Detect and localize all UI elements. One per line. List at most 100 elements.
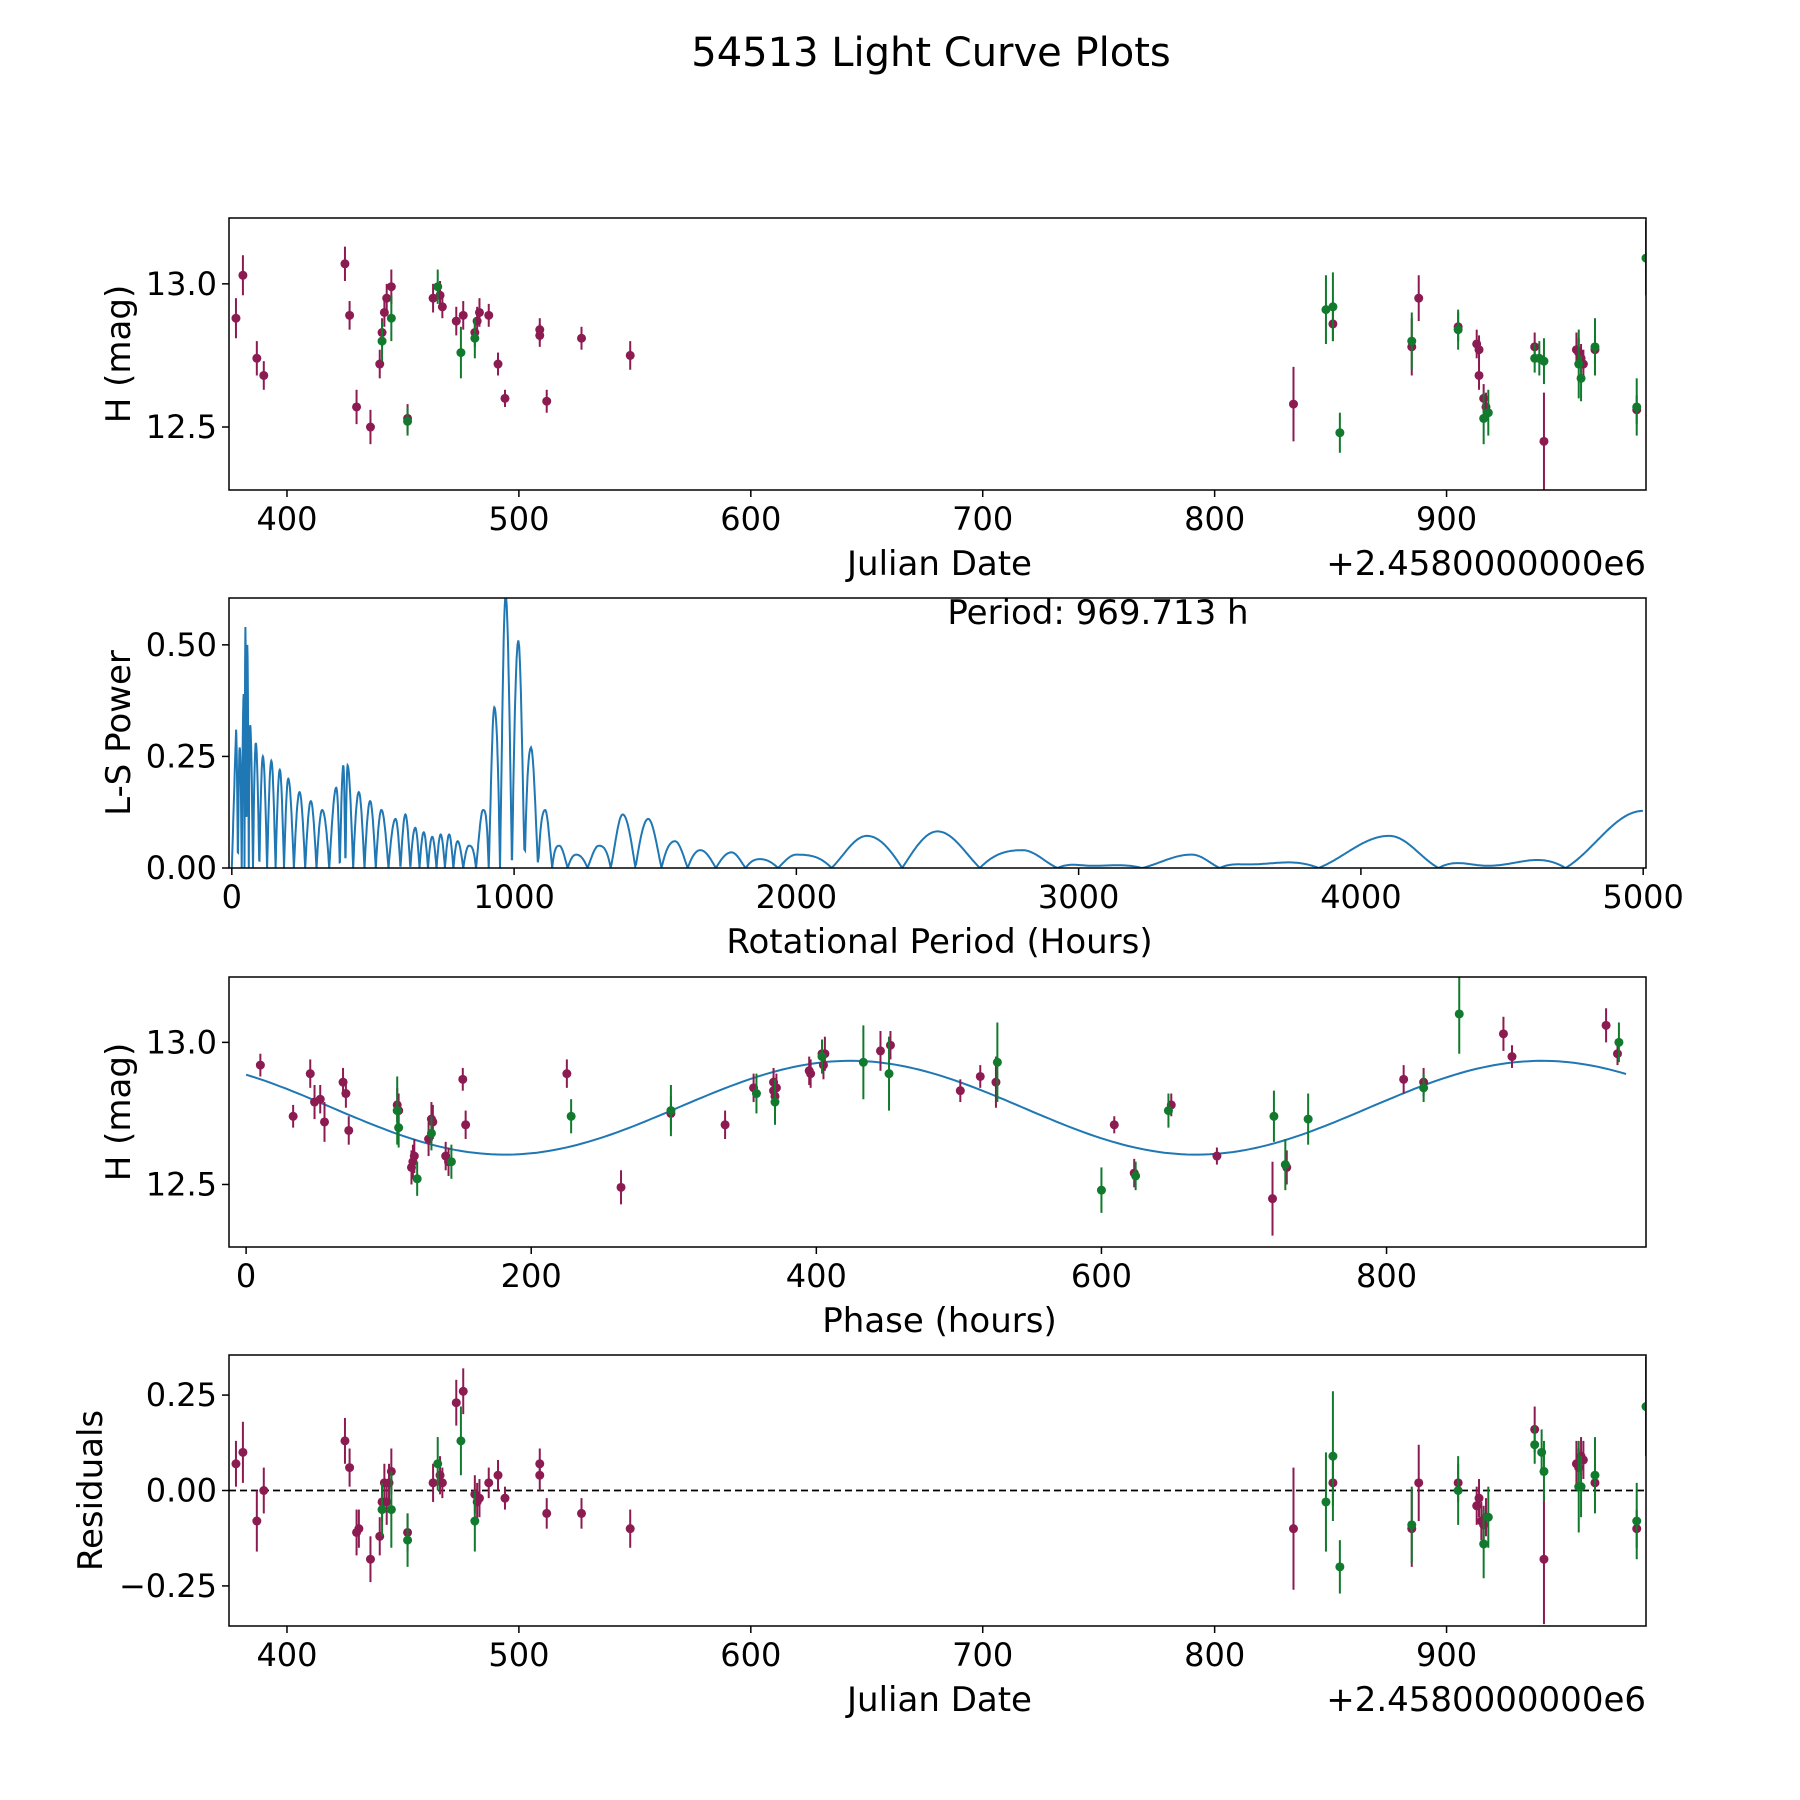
- data-point: [1601, 1020, 1611, 1030]
- residuals-plot-area: [229, 1356, 1646, 1625]
- data-point: [625, 1524, 635, 1534]
- y-tick-label: 0.00: [146, 1472, 217, 1510]
- data-point: [1328, 1451, 1338, 1461]
- x-tick-label: 0: [236, 1257, 256, 1295]
- data-point: [1212, 1151, 1222, 1161]
- x-tick-label: 800: [1184, 500, 1245, 538]
- data-point: [1539, 356, 1549, 366]
- data-point: [1399, 1074, 1409, 1084]
- data-point: [386, 313, 396, 323]
- data-point: [1483, 1512, 1493, 1522]
- data-point: [259, 370, 269, 380]
- x-offset-label: +2.4580000000e6: [1326, 1680, 1646, 1720]
- data-point: [542, 396, 552, 406]
- data-point: [320, 1117, 330, 1127]
- data-point: [484, 310, 494, 320]
- y-axis-label: H (mag): [99, 285, 139, 423]
- data-point: [770, 1097, 780, 1107]
- data-point: [1280, 1160, 1290, 1170]
- subplots: 400 500 600 700 800 900 12.5 13.0 Julian Date H (…: [71, 217, 1684, 1720]
- data-point: [666, 1106, 676, 1116]
- x-tick-label: 400: [786, 1257, 847, 1295]
- data-point: [991, 1077, 1001, 1087]
- data-point: [382, 293, 392, 303]
- data-point: [470, 1516, 480, 1526]
- data-point: [577, 333, 587, 343]
- residuals-chart: 400 500 600 700 800 900 −0.25 0.00 0.25 Julian Da…: [71, 1354, 1647, 1720]
- data-point: [1303, 1114, 1313, 1124]
- x-tick-label: 600: [720, 500, 781, 538]
- data-point: [437, 302, 447, 312]
- data-point: [252, 353, 262, 363]
- x-tick-label: 400: [256, 1636, 317, 1674]
- data-point: [818, 1060, 828, 1070]
- data-point: [259, 1486, 269, 1495]
- data-point: [1539, 1554, 1549, 1564]
- x-tick-label: 2000: [756, 878, 837, 916]
- x-tick-label: 900: [1416, 500, 1477, 538]
- data-point: [858, 1057, 868, 1067]
- data-point: [542, 1508, 552, 1518]
- data-point: [238, 1447, 248, 1457]
- y-axis-label: H (mag): [99, 1043, 139, 1181]
- data-point: [340, 259, 350, 269]
- series-g: [377, 1356, 1646, 1594]
- x-tick-label: 4000: [1320, 878, 1401, 916]
- data-point: [566, 1111, 576, 1121]
- y-tick-label: 0.00: [146, 849, 217, 887]
- data-point: [437, 1478, 447, 1488]
- x-axis-label: Julian Date: [845, 544, 1032, 584]
- data-point: [1335, 1562, 1345, 1572]
- data-point: [806, 1069, 816, 1079]
- y-tick-label: 0.25: [146, 737, 217, 775]
- data-point: [1483, 408, 1493, 418]
- data-point: [535, 1459, 545, 1469]
- data-point: [386, 1505, 396, 1515]
- data-point: [493, 359, 503, 369]
- data-point: [344, 1125, 354, 1135]
- data-point: [433, 1459, 443, 1469]
- data-point: [255, 1060, 265, 1070]
- data-point: [1328, 302, 1338, 312]
- data-point: [1269, 1111, 1279, 1121]
- periodogram-chart: 0 1000 2000 3000 4000 5000 0.00 0.25 0.50 Rotatio…: [99, 597, 1684, 962]
- x-tick-label: 500: [488, 1636, 549, 1674]
- data-point: [474, 307, 484, 317]
- x-tick-label: 900: [1416, 1636, 1477, 1674]
- y-tick-label: 13.0: [146, 265, 217, 303]
- data-point: [616, 1182, 626, 1192]
- data-point: [231, 313, 241, 323]
- periodogram-frame: [228, 597, 1647, 869]
- x-tick-label: 1000: [473, 878, 554, 916]
- y-tick-label: 0.25: [146, 1376, 217, 1414]
- data-point: [500, 393, 510, 403]
- x-tick-label: 800: [1184, 1636, 1245, 1674]
- figure-title: 54513 Light Curve Plots: [691, 30, 1170, 76]
- y-tick-label: 12.5: [146, 1165, 217, 1203]
- x-tick-label: 0: [222, 878, 242, 916]
- data-point: [403, 1535, 413, 1545]
- period-annotation: Period: 969.713 h: [947, 593, 1248, 633]
- data-point: [484, 1478, 494, 1488]
- data-point: [365, 422, 375, 432]
- x-tick-label: 3000: [1038, 878, 1119, 916]
- data-point: [340, 1436, 350, 1446]
- data-point: [458, 310, 468, 320]
- data-point: [386, 282, 396, 292]
- data-point: [535, 325, 545, 335]
- y-tick-label: 0.50: [146, 626, 217, 664]
- data-point: [885, 1040, 895, 1050]
- data-point: [354, 1524, 364, 1534]
- data-point: [238, 270, 248, 280]
- data-point: [625, 350, 635, 360]
- data-point: [884, 1069, 894, 1079]
- light-curve-chart: 400 500 600 700 800 900 12.5 13.0 Julian Date H (…: [99, 217, 1647, 584]
- data-point: [1288, 399, 1298, 409]
- periodogram-line: [230, 598, 1643, 868]
- x-tick-label: 700: [952, 500, 1013, 538]
- data-point: [1414, 293, 1424, 303]
- data-point: [720, 1120, 730, 1130]
- data-point: [365, 1554, 375, 1564]
- data-point: [352, 402, 362, 412]
- data-point: [493, 1470, 503, 1480]
